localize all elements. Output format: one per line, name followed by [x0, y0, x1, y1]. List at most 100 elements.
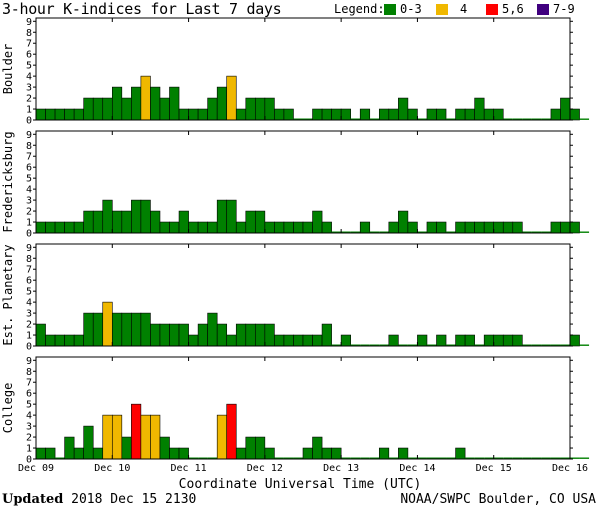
y-tick-label: 0	[26, 342, 32, 353]
y-tick-label: 1	[26, 105, 32, 116]
k-bar	[131, 86, 142, 121]
k-bar	[102, 414, 113, 460]
y-tick-label: 6	[26, 163, 32, 174]
k-bar	[283, 334, 294, 347]
k-bar	[378, 108, 390, 121]
k-bar	[121, 312, 132, 347]
y-tick-label: 5	[26, 174, 32, 185]
k-bar	[45, 221, 56, 234]
k-bar	[73, 221, 84, 234]
legend-text-0-3: 0-3	[400, 2, 422, 16]
x-tick-label: Dec 10	[94, 463, 130, 474]
k-bar	[121, 97, 132, 121]
k-bar	[321, 108, 332, 121]
k-bar	[45, 334, 56, 347]
k-bar	[73, 447, 84, 460]
k-bar	[140, 414, 151, 460]
k-bar	[464, 221, 475, 234]
y-tick-label: 7	[26, 152, 32, 163]
k-bar	[483, 221, 495, 234]
k-bar	[83, 312, 94, 347]
k-bar	[188, 334, 199, 347]
k-bar	[121, 210, 132, 234]
k-bar	[321, 221, 332, 234]
k-bar	[388, 108, 399, 121]
k-bar	[235, 108, 247, 121]
k-bar	[312, 334, 323, 347]
k-bar	[569, 334, 580, 347]
y-tick-label: 6	[26, 276, 32, 287]
k-bar	[502, 334, 514, 347]
panel-frame	[35, 17, 571, 121]
series-name: Est. Planetary	[1, 244, 15, 345]
k-bar	[312, 108, 323, 121]
k-bar	[111, 312, 123, 347]
y-tick-label: 4	[26, 298, 32, 309]
k-bar	[321, 447, 332, 460]
k-bar	[121, 436, 132, 460]
y-tick-label: 3	[26, 309, 32, 320]
k-bar	[83, 97, 94, 121]
k-bar	[569, 108, 580, 121]
k-bar	[245, 97, 256, 121]
y-tick-label: 5	[26, 287, 32, 298]
series-name: Boulder	[1, 44, 15, 95]
k-bar	[178, 210, 189, 234]
k-bar	[264, 221, 275, 234]
x-tick-label: Dec 14	[399, 463, 435, 474]
k-bar	[560, 97, 571, 121]
k-bar	[398, 210, 409, 234]
k-bar	[388, 221, 399, 234]
k-bar	[312, 436, 323, 460]
k-bar	[111, 210, 123, 234]
legend-swatch-7-9	[537, 4, 549, 15]
y-tick-label: 7	[26, 378, 32, 389]
k-bar	[35, 323, 46, 347]
k-bar	[159, 97, 170, 121]
k-bar	[455, 108, 466, 121]
credit: NOAA/SWPC Boulder, CO USA	[400, 492, 596, 507]
y-tick-label: 0	[26, 455, 32, 466]
k-bar	[207, 312, 218, 347]
k-index-chart: 0123456789Boulder0123456789Fredericksbur…	[1, 17, 590, 474]
y-tick-label: 2	[26, 94, 32, 105]
k-bar	[359, 108, 371, 121]
y-tick-label: 3	[26, 196, 32, 207]
k-bar	[216, 323, 228, 347]
k-bar	[569, 221, 580, 234]
k-bar	[188, 108, 199, 121]
k-bar	[226, 334, 237, 347]
k-bar	[550, 108, 561, 121]
y-tick-label: 3	[26, 422, 32, 433]
k-bar	[169, 221, 180, 234]
k-bar	[417, 334, 428, 347]
k-bar	[150, 323, 161, 347]
legend-label: Legend:	[334, 2, 385, 16]
k-bar	[398, 447, 409, 460]
x-tick-label: Dec 13	[323, 463, 359, 474]
k-bar	[264, 323, 275, 347]
k-bar	[255, 436, 266, 460]
y-tick-label: 2	[26, 320, 32, 331]
k-bar	[293, 334, 304, 347]
k-bar	[302, 334, 313, 347]
k-bar	[73, 334, 84, 347]
y-tick-label: 4	[26, 411, 32, 422]
k-bar	[331, 447, 342, 460]
k-bar	[35, 108, 46, 121]
k-bar	[550, 221, 561, 234]
k-bar	[159, 436, 170, 460]
k-bar	[483, 334, 495, 347]
k-bar	[140, 312, 151, 347]
k-bar	[150, 414, 161, 460]
k-bar	[483, 108, 495, 121]
k-bar	[264, 97, 275, 121]
k-bar	[255, 323, 266, 347]
x-axis-label: Coordinate Universal Time (UTC)	[178, 477, 422, 492]
k-bar	[197, 108, 208, 121]
y-tick-label: 9	[26, 243, 32, 254]
k-bar	[455, 447, 466, 460]
legend-text-4: 4	[460, 2, 468, 16]
k-bar	[398, 97, 409, 121]
k-bar	[131, 312, 142, 347]
